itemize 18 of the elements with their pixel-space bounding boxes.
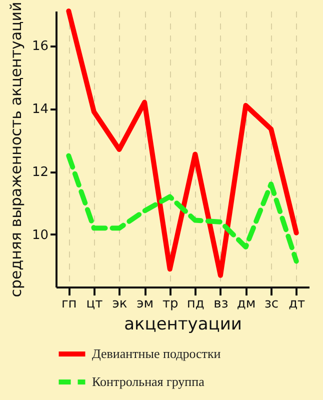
x-tick-label: пд xyxy=(186,296,204,312)
x-tick-label: эк xyxy=(112,296,128,312)
x-tick-label: эм xyxy=(136,296,154,312)
y-tick-label: 10 xyxy=(32,228,48,243)
y-tick-label: 16 xyxy=(32,39,48,54)
x-tick-label: гп xyxy=(61,296,77,312)
x-tick-label: дт xyxy=(288,296,306,312)
legend-label: Девиантные подростки xyxy=(92,346,221,361)
x-tick-label: цт xyxy=(86,296,104,312)
x-tick-label: вз xyxy=(214,296,228,312)
y-tick-label: 14 xyxy=(32,102,48,118)
y-axis-title: средняя выраженность акцентуаций xyxy=(6,2,25,298)
x-tick-label: зс xyxy=(264,296,279,312)
legend-label: Контрольная группа xyxy=(92,374,205,389)
x-axis-title: акцентуации xyxy=(124,314,242,334)
x-tick-label: тр xyxy=(162,296,178,312)
y-tick-label: 12 xyxy=(32,165,48,180)
x-tick-label: дм xyxy=(236,296,256,312)
